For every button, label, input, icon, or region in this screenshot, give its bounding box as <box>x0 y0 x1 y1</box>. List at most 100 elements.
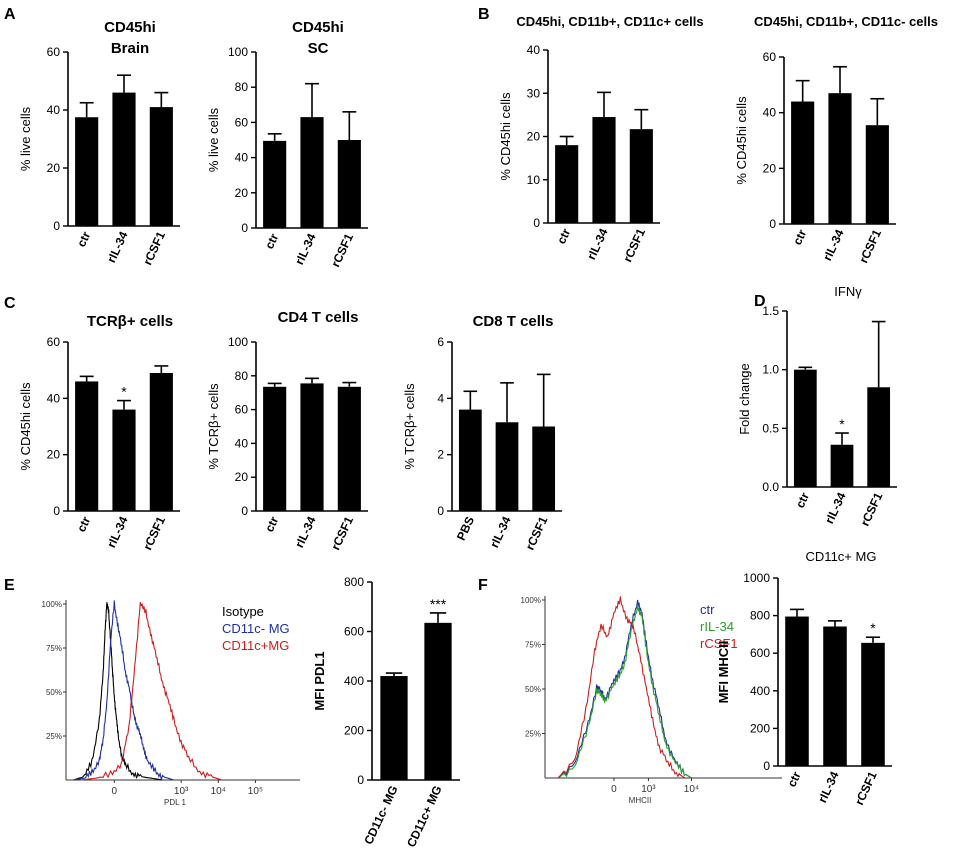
a1-y-label: % live cells <box>18 106 33 171</box>
c3-bar <box>495 422 519 511</box>
c2-y-tick-label: 100 <box>228 335 248 349</box>
a1-x-tick-label: ctr <box>74 229 93 249</box>
a2-y-tick-label: 100 <box>228 45 248 59</box>
histogram-e-legend-cd11c-pos: CD11c+MG <box>222 638 289 653</box>
c1-bar <box>112 409 136 511</box>
e1-histogram-isotype <box>73 602 163 781</box>
a2-bar <box>300 117 324 228</box>
f1-y-tick-label: 75% <box>525 641 541 650</box>
d1-bar <box>867 387 891 487</box>
b2-y-tick-label: 60 <box>763 50 777 64</box>
e2-y-label: MFI PDL1 <box>312 651 327 710</box>
c2-bar <box>300 383 324 511</box>
b1-y-tick-label: 10 <box>527 173 541 187</box>
c2-y-label: % TCRβ+ cells <box>206 383 221 470</box>
e1-x-tick-label: 10⁵ <box>248 786 263 797</box>
d1-x-tick-label: ctr <box>793 490 812 510</box>
e2-y-tick-label: 600 <box>344 625 364 639</box>
f1-histogram-ctr <box>557 599 692 779</box>
d1-y-tick-label: 0.5 <box>762 421 779 435</box>
c1-title: TCRβ+ cells <box>87 313 173 330</box>
f2-y-tick-label: 800 <box>750 609 770 623</box>
e2-y-tick-label: 0 <box>357 773 364 787</box>
b2-y-tick-label: 40 <box>763 106 777 120</box>
c1-y-label: % CD45hi cells <box>18 382 33 471</box>
c2-title: CD4 T cells <box>278 309 359 326</box>
c3-y-tick-label: 0 <box>437 504 444 518</box>
a1-y-tick-label: 60 <box>47 45 61 59</box>
c2-bar <box>263 386 287 511</box>
c1-bar <box>75 381 99 511</box>
e2-y-tick-label: 400 <box>344 674 364 688</box>
c2-x-tick-label: rIL-34 <box>292 514 319 550</box>
c1-y-tick-label: 60 <box>47 335 61 349</box>
f2-y-tick-label: 1000 <box>743 571 770 585</box>
e1-y-tick-label: 50% <box>46 688 62 697</box>
f1-x-tick-label: 0 <box>611 784 617 795</box>
c3-bar <box>532 426 556 511</box>
e1-histogram-cd11c-mg <box>80 602 223 781</box>
b2-y-tick-label: 20 <box>763 161 777 175</box>
panel-label-b: B <box>478 6 490 23</box>
f1-x-tick-label: 10³ <box>641 784 656 795</box>
c1-x-tick-label: rCSF1 <box>140 514 168 552</box>
a2-bar <box>263 140 287 228</box>
a2-y-tick-label: 40 <box>235 151 249 165</box>
f2-bar <box>823 626 847 766</box>
a2-x-tick-label: rCSF1 <box>328 231 356 269</box>
c3-x-tick-label: PBS <box>454 514 477 542</box>
c2-y-tick-label: 0 <box>241 504 248 518</box>
a1-x-tick-label: rCSF1 <box>140 229 168 267</box>
c3-y-tick-label: 2 <box>437 448 444 462</box>
panel-label-a: A <box>4 6 16 23</box>
c3-bar <box>458 409 482 511</box>
histogram-f-legend-ctr: ctr <box>700 602 715 617</box>
f2-y-tick-label: 600 <box>750 646 770 660</box>
d1-x-tick-label: rCSF1 <box>858 490 886 528</box>
e2-significance: *** <box>430 596 447 612</box>
a1-subtitle: Brain <box>111 40 149 57</box>
a2-subtitle: SC <box>308 40 329 57</box>
f2-significance: * <box>870 620 876 636</box>
a2-y-tick-label: 0 <box>241 221 248 235</box>
histogram-e-legend-cd11c-neg: CD11c- MG <box>222 621 290 636</box>
b2-bar <box>791 101 815 224</box>
c1-significance: * <box>121 384 127 400</box>
a2-bar <box>337 140 361 228</box>
a1-y-tick-label: 0 <box>53 219 60 233</box>
a1-y-tick-label: 40 <box>47 103 61 117</box>
a1-y-tick-label: 20 <box>47 161 61 175</box>
b2-bar <box>865 125 889 224</box>
a2-y-tick-label: 80 <box>235 80 249 94</box>
b1-y-label: % CD45hi cells <box>498 92 513 181</box>
f2-x-tick-label: ctr <box>785 769 804 789</box>
c3-x-tick-label: rIL-34 <box>487 514 514 550</box>
c1-y-tick-label: 20 <box>47 448 61 462</box>
e2-x-tick-label: CD11c+ MG <box>404 783 445 849</box>
f1-y-tick-label: 50% <box>525 685 541 694</box>
e1-x-label: PDL 1 <box>164 798 186 807</box>
b1-x-tick-label: rIL-34 <box>584 226 611 262</box>
b1-x-tick-label: rCSF1 <box>620 226 648 264</box>
c3-y-tick-label: 6 <box>437 335 444 349</box>
b2-y-label: % CD45hi cells <box>734 96 749 185</box>
e1-x-tick-label: 10³ <box>174 786 189 797</box>
e1-y-tick-label: 25% <box>46 732 62 741</box>
c3-y-tick-label: 4 <box>437 391 444 405</box>
e2-bar <box>424 622 452 780</box>
a1-bar <box>149 107 173 226</box>
histogram-f-legend-ril34: rIL-34 <box>700 619 734 634</box>
b2-x-tick-label: rCSF1 <box>856 227 884 265</box>
d1-y-label: Fold change <box>737 363 752 435</box>
b1-bar <box>555 145 579 223</box>
f1-histogram-ril-34 <box>557 605 692 779</box>
b1-title: CD45hi, CD11b+, CD11c+ cells <box>516 14 703 29</box>
c2-y-tick-label: 80 <box>235 369 249 383</box>
a2-y-label: % live cells <box>206 107 221 172</box>
e2-bar <box>380 676 408 780</box>
f2-title: CD11c+ MG <box>806 549 877 564</box>
f2-x-tick-label: rCSF1 <box>852 769 880 807</box>
f2-y-tick-label: 0 <box>763 759 770 773</box>
b1-bar <box>629 129 653 223</box>
